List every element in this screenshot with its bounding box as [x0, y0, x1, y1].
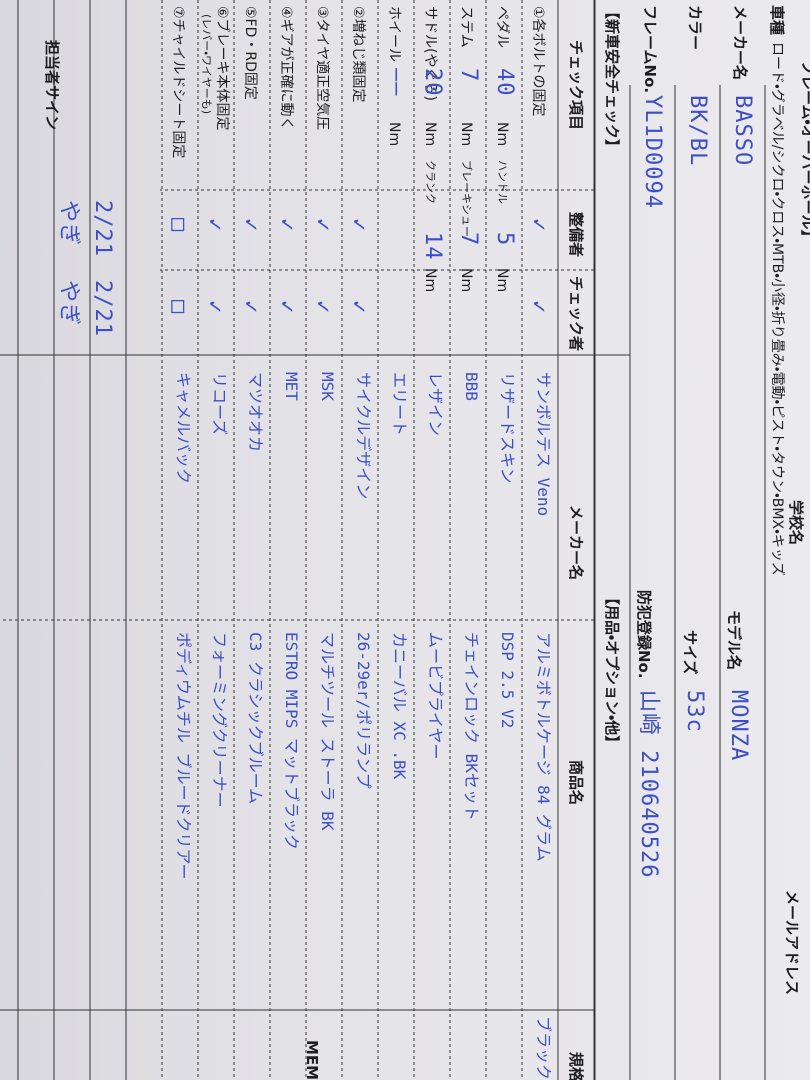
torque-value: 5: [492, 232, 517, 247]
checker-mark: ✓: [238, 300, 263, 315]
torque-value: ——: [384, 68, 409, 97]
option-product: C3 クラシックブルーム: [246, 632, 265, 805]
option-maker: BBB: [462, 372, 481, 401]
mechanic-mark: ✓: [310, 218, 335, 233]
torque-label: ホイール: [386, 6, 402, 62]
field-label: フレームNo.: [641, 5, 659, 94]
sign-date: 2/21: [90, 200, 115, 257]
field-label: モデル名: [725, 610, 743, 671]
option-maker: MET: [282, 372, 301, 401]
option-maker: リザードスキン: [498, 372, 517, 484]
option-spec: ブラック: [534, 1016, 553, 1080]
torque-label: ブレーキシュー: [460, 160, 473, 237]
torque-value: 14: [420, 232, 445, 261]
section-title: 【用品・オプション・他】: [603, 590, 621, 751]
checker-mark: ✓: [202, 300, 227, 315]
column-header: チェック者: [567, 276, 585, 352]
column-header: 整備者: [567, 212, 585, 258]
option-product: ムービプライヤー: [426, 632, 445, 760]
option-product: チェインロック BKセット: [462, 632, 481, 821]
torque-value: 7: [456, 232, 481, 247]
option-product: カニーバル XC .BK: [390, 632, 409, 780]
option-maker: サイクルデザイン: [354, 372, 373, 500]
size-value: 53c: [682, 690, 707, 733]
option-maker: マツオオカ: [246, 372, 265, 453]
mechanic-mark: □: [166, 218, 191, 233]
torque-label: Nm: [422, 268, 438, 293]
torque-label: Nm: [494, 268, 510, 293]
option-product: フォーミングクリーナー: [210, 632, 229, 808]
option-maker: レザイン: [426, 372, 445, 437]
checker-mark: ✓: [274, 300, 299, 315]
option-product: アルミボトルケージ 84 グラム: [534, 632, 553, 862]
memo-label: MEMO: [303, 1040, 321, 1080]
field-label: 車種: [768, 5, 786, 36]
field-label: 学校名: [787, 500, 805, 546]
torque-label: ステム: [458, 6, 474, 48]
field-label: 防犯登録No.: [635, 590, 653, 679]
torque-label: Nm: [386, 122, 402, 147]
field-label: サイズ: [681, 630, 699, 675]
sign-date: 2/21: [90, 280, 115, 337]
check-item: ①各ボルトの固定: [530, 6, 546, 117]
option-maker: MSK: [318, 372, 337, 401]
torque-label: Nm: [458, 122, 474, 147]
checker-mark: ✓: [310, 300, 335, 315]
checker-mark: ✓: [526, 300, 551, 315]
sign-label: 担当者サイン: [43, 40, 61, 131]
sign-name: やぎ: [56, 200, 81, 247]
registration-value: 山崎 210640526: [636, 690, 661, 879]
torque-value: 20: [420, 68, 445, 97]
option-maker: サンボルテス Veno: [534, 372, 553, 517]
maker-value: BASSO: [730, 95, 755, 167]
mechanic-mark: ✓: [202, 218, 227, 233]
form-title: フレーム・オーバーホール】: [799, 60, 810, 245]
torque-label: Nm: [458, 268, 474, 293]
torque-label: Nm: [422, 122, 438, 147]
check-item: ②増ねじ類固定: [350, 6, 366, 103]
mechanic-mark: ✓: [238, 218, 263, 233]
frame-value: YL1D0094: [640, 95, 665, 209]
field-label: メーカー名: [731, 5, 749, 81]
option-product: DSP 2.5 V2: [498, 632, 517, 729]
check-item: ③タイヤ適正空気圧: [314, 6, 330, 131]
check-item-note: (レバー・ワイヤーも): [200, 14, 213, 114]
torque-value: 40: [492, 68, 517, 97]
torque-label: クランク: [424, 160, 437, 204]
sign-name: やぎ: [56, 280, 81, 327]
field-label: カラー: [686, 5, 704, 51]
section-title: 【新車安全チェック】: [603, 4, 621, 155]
column-header: 商品名: [567, 760, 585, 806]
torque-label: ペダル: [494, 6, 510, 48]
mechanic-mark: ✓: [526, 218, 551, 233]
option-maker: キャメルバック: [174, 372, 193, 485]
column-header: 規格: [567, 1052, 585, 1080]
torque-value: 7: [456, 68, 481, 83]
checker-mark: □: [166, 300, 191, 315]
column-header: チェック項目: [567, 40, 585, 131]
mechanic-mark: ✓: [274, 218, 299, 233]
column-header: メーカー名: [567, 505, 585, 581]
check-item: ⑥ブレーキ本体固定: [214, 6, 230, 131]
model-value: MONZA: [726, 690, 751, 762]
check-item: ⑦チャイルドシート固定: [170, 6, 186, 159]
option-product: マルチツール ストーラ BK: [318, 632, 337, 831]
check-item: ⑤FD・RD固定: [242, 6, 258, 100]
mechanic-mark: ✓: [346, 218, 371, 233]
option-product: ポディウムチル ブルードクリアー: [174, 632, 193, 880]
torque-label: ハンドル: [496, 160, 509, 204]
option-product: ESTRO MIPS マットブラック: [282, 632, 301, 850]
checker-mark: ✓: [346, 300, 371, 315]
torque-label: Nm: [494, 122, 510, 147]
option-maker: リコーズ: [210, 372, 229, 436]
option-product: 26-29er/ポリランプ: [354, 632, 373, 789]
vehicle-options: ロード・グラベル/シクロ・クロス・MTB・小径・折り畳み・電動・ピスト・タウン・…: [769, 42, 785, 576]
check-item: ④ギアが正確に動く: [278, 6, 294, 131]
field-label: メールアドレス: [783, 890, 801, 996]
color-value: BK/BL: [685, 95, 710, 167]
option-maker: エリート: [390, 372, 409, 437]
